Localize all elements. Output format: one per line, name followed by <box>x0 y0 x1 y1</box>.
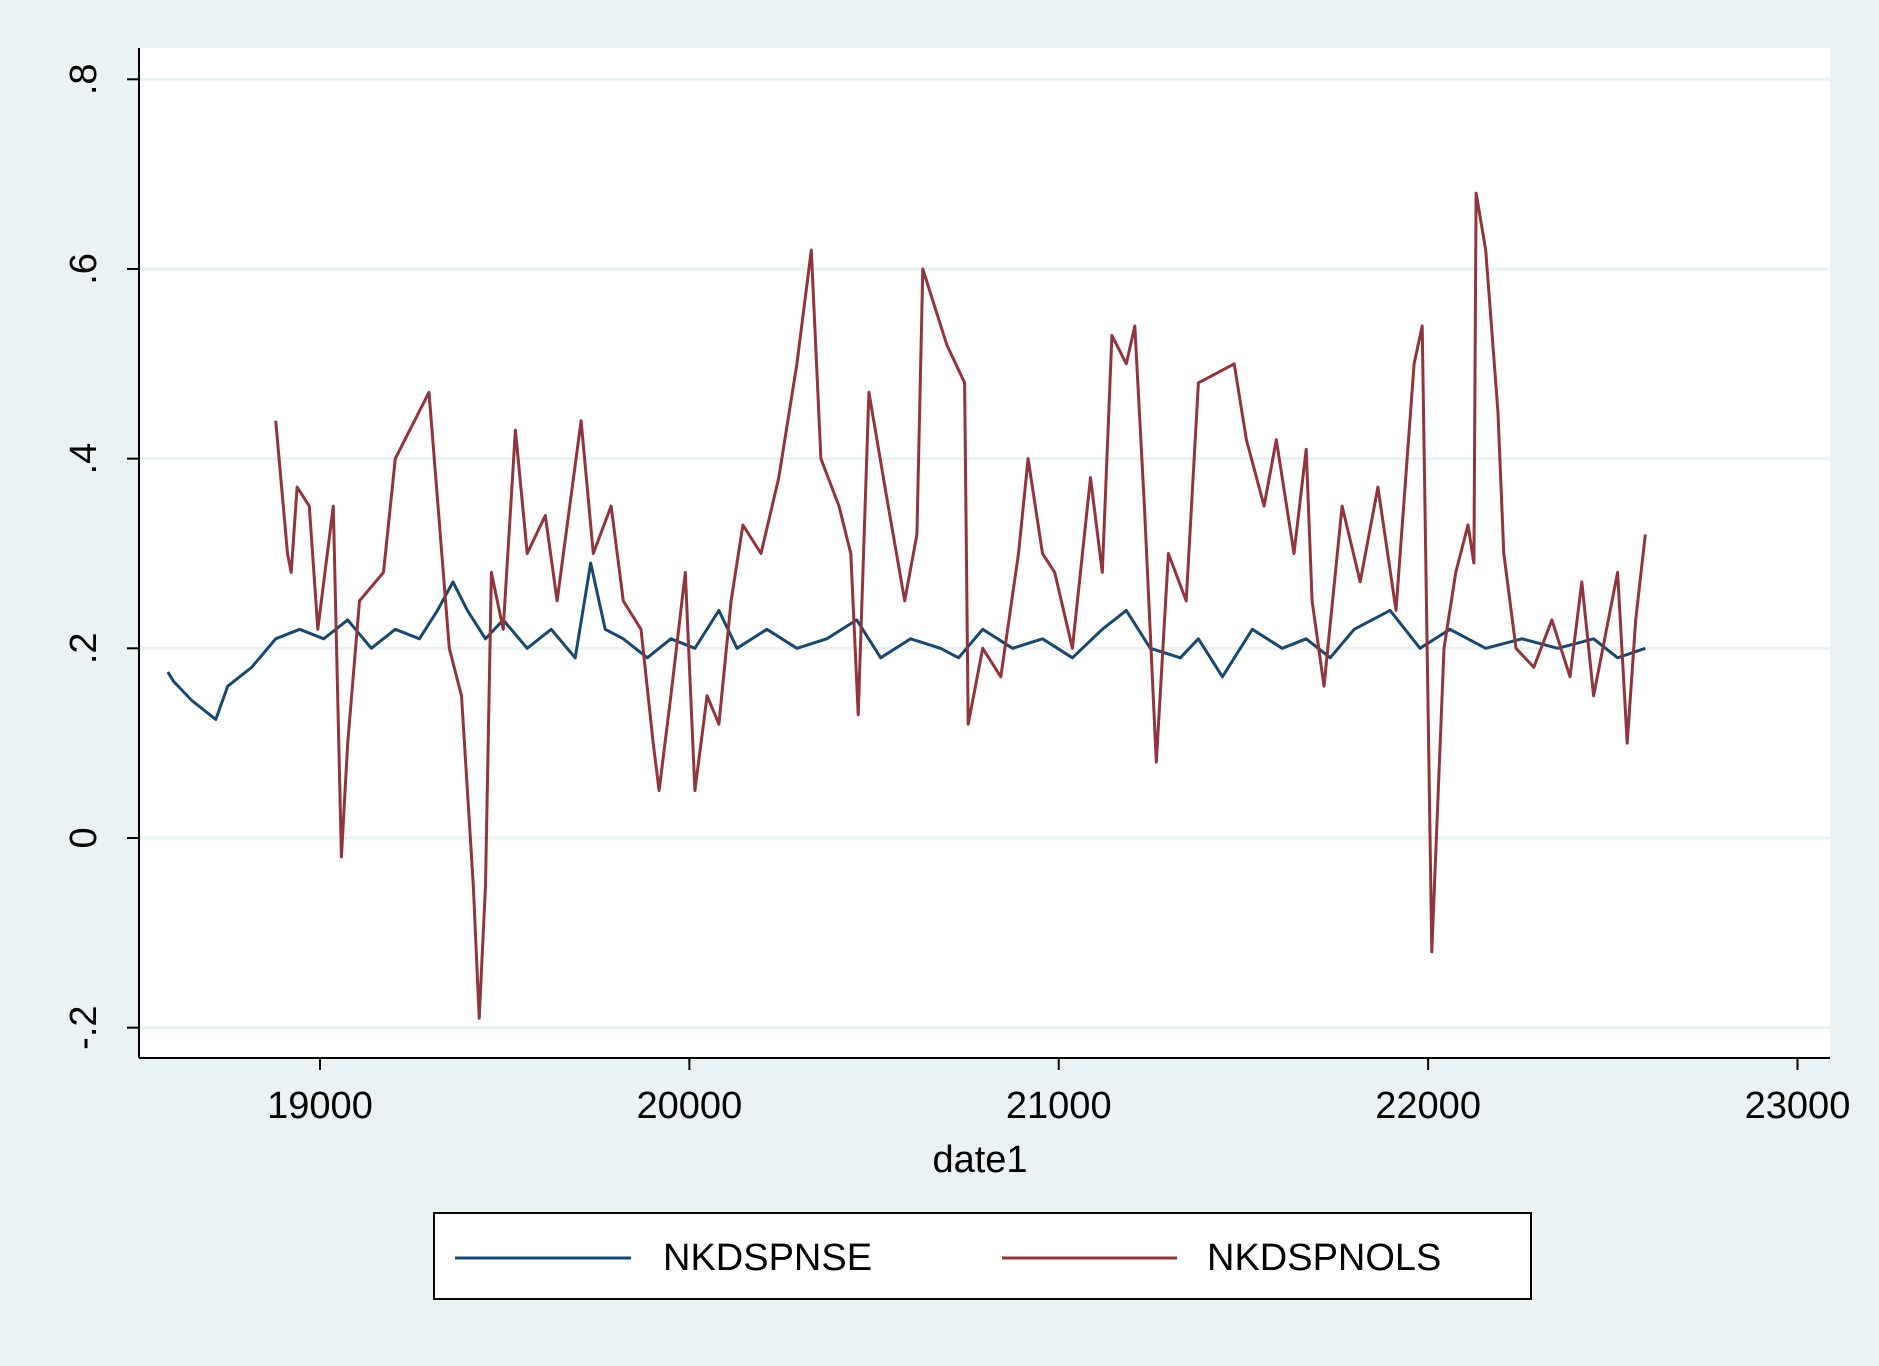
series-line <box>166 561 1646 721</box>
x-tick-label: 19000 <box>267 1085 373 1127</box>
x-tick-label: 23000 <box>1745 1085 1851 1127</box>
x-axis-title: date1 <box>932 1139 1027 1181</box>
y-tick-label: .4 <box>63 443 105 475</box>
legend-label: NKDSPNSE <box>663 1237 872 1279</box>
legend <box>433 1212 1532 1300</box>
y-tick-label: 0 <box>63 827 105 848</box>
plot-area <box>139 48 1830 1058</box>
y-tick-label: -.2 <box>63 1005 105 1049</box>
y-tick-label: .8 <box>63 63 105 95</box>
x-tick-label: 22000 <box>1375 1085 1481 1127</box>
y-tick-label: .6 <box>63 253 105 285</box>
legend-label: NKDSPNOLS <box>1207 1237 1441 1279</box>
y-tick-label: .2 <box>63 632 105 664</box>
x-tick-label: 20000 <box>637 1085 743 1127</box>
x-tick-label: 21000 <box>1006 1085 1112 1127</box>
series-line <box>274 191 1647 1020</box>
